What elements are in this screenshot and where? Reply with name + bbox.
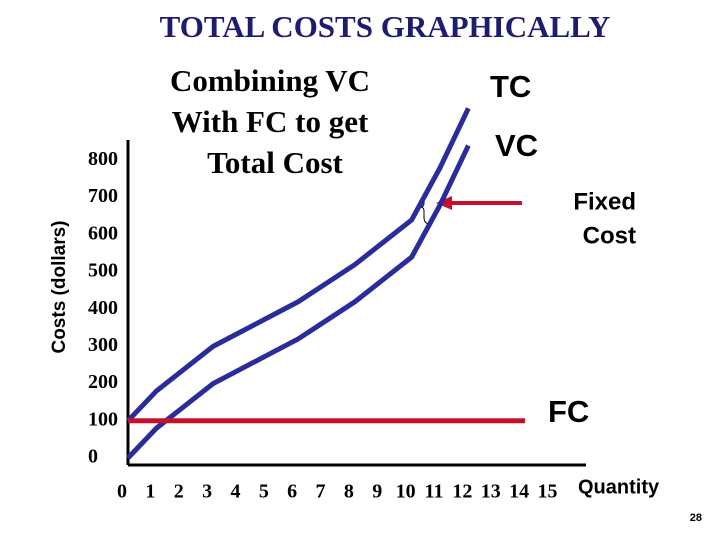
y-tick-label: 400 [88,297,118,319]
x-tick-label: 4 [230,481,240,503]
title: TOTAL COSTS GRAPHICALLY [160,9,611,44]
annotation: Total Cost [207,145,343,180]
x-tick-label: 12 [452,481,472,503]
x-tick-label: 8 [344,481,354,503]
y-tick-label: 0 [88,446,98,468]
x-axis-label: Quantity [578,476,660,498]
x-tick-label: 3 [202,481,212,503]
annotation: Combining VC [170,63,370,98]
y-tick-label: 100 [88,408,118,430]
arrow-head [436,196,452,210]
series-label: VC [495,128,538,163]
x-tick-label: 13 [481,481,501,503]
annotation: With FC to get [172,104,369,139]
page-number: 28 [690,512,702,524]
annotation: Fixed [573,188,636,215]
x-tick-label: 15 [537,481,557,503]
y-tick-label: 500 [88,260,118,282]
x-tick-label: 0 [117,481,127,503]
x-tick-label: 7 [316,481,326,503]
series-line [126,144,471,460]
series-line [126,107,471,423]
x-tick-label: 2 [174,481,184,503]
y-tick-label: 200 [88,371,118,393]
series-label: FC [548,394,589,429]
series-label: TC [490,69,531,104]
y-tick-label: 300 [88,334,118,356]
y-tick-label: 800 [88,148,118,170]
y-tick-label: 700 [88,185,118,207]
x-tick-label: 10 [396,481,416,503]
annotation: Cost [583,222,636,249]
x-tick-label: 1 [145,481,155,503]
x-tick-label: 14 [509,481,529,503]
y-axis-label: Costs (dollars) [49,220,70,353]
y-tick-label: 600 [88,222,118,244]
x-tick-label: 11 [425,481,444,503]
x-tick-label: 9 [372,481,382,503]
x-tick-label: 5 [259,481,269,503]
x-tick-label: 6 [287,481,297,503]
